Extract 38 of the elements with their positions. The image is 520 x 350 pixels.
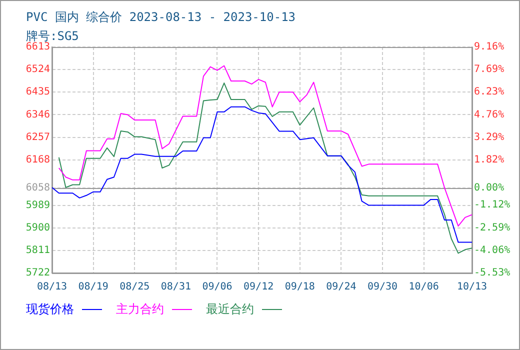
y-tick-label: 5722 <box>26 268 50 279</box>
y-tick-label: 6613 <box>26 42 50 53</box>
x-tick-label: 08/13 <box>36 282 68 293</box>
x-tick-label: 08/19 <box>78 282 108 293</box>
x-tick-label: 09/30 <box>367 282 398 293</box>
y-tick-label: 6058 <box>26 182 50 194</box>
y2-tick-label: 4.76% <box>474 109 504 120</box>
y2-tick-label: 7.69% <box>474 64 504 76</box>
y-tick-label: 6168 <box>26 154 50 166</box>
x-tick-label: 09/06 <box>202 282 232 293</box>
y2-tick-label: -4.06% <box>474 244 510 256</box>
y2-tick-label: 9.16% <box>474 42 504 53</box>
y-tick-label: 5900 <box>26 222 50 234</box>
y-tick-label: 6257 <box>26 132 50 143</box>
x-tick-label: 09/24 <box>326 282 356 293</box>
y-tick-label: 5989 <box>26 200 50 211</box>
legend-label: 最近合约 <box>206 302 254 316</box>
y2-tick-label: -5.53% <box>474 268 510 279</box>
y-tick-label: 5811 <box>26 245 50 256</box>
x-tick-label: 10/13 <box>456 282 488 293</box>
y2-tick-label: 0.00% <box>474 182 504 194</box>
x-tick-label: 10/06 <box>408 282 439 293</box>
y2-tick-label: -2.59% <box>474 222 510 234</box>
y2-tick-label: -1.12% <box>474 200 510 211</box>
y-tick-label: 6435 <box>26 86 50 98</box>
x-tick-label: 09/12 <box>244 282 274 293</box>
y2-tick-label: 3.29% <box>474 132 504 143</box>
legend-label: 现货价格 <box>26 302 74 316</box>
chart-title: PVC 国内 综合价 2023-08-13 - 2023-10-13 <box>26 9 296 26</box>
chart-subtitle: 牌号:SG5 <box>26 28 79 43</box>
y-tick-label: 6524 <box>26 64 50 76</box>
y2-tick-label: 6.23% <box>474 86 504 98</box>
y-tick-label: 6346 <box>26 109 50 120</box>
x-tick-label: 08/31 <box>160 282 191 293</box>
x-tick-label: 08/25 <box>120 282 150 293</box>
x-tick-label: 09/18 <box>284 282 315 293</box>
legend-label: 主力合约 <box>116 302 164 316</box>
y2-tick-label: 1.82% <box>474 154 504 166</box>
